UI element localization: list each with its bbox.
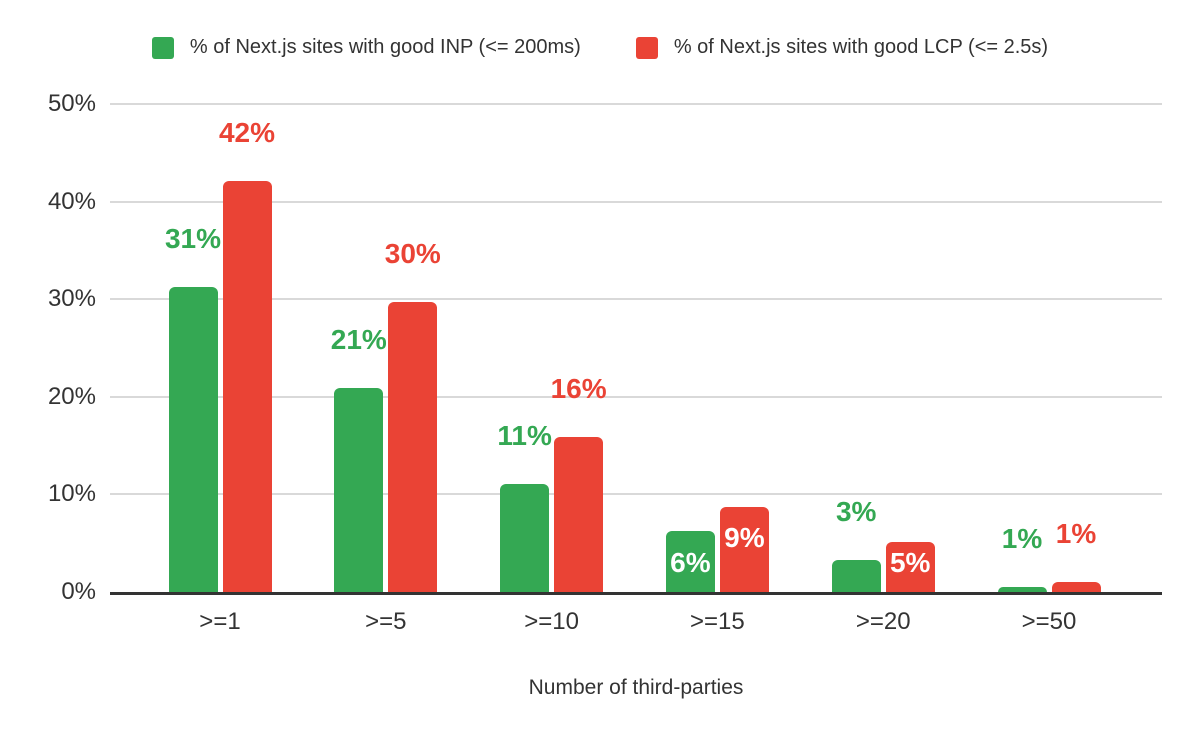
bar-value-label: 16% (550, 372, 607, 404)
bar-inp-5 (997, 587, 1047, 592)
bar-inp-2 (500, 483, 550, 592)
x-tick-label: >=50 (1021, 608, 1077, 635)
x-axis-line (110, 592, 1162, 595)
bar-lcp-0 (222, 181, 272, 592)
bar-lcp-1 (388, 302, 438, 592)
bar-inp-1 (334, 388, 384, 592)
lcp-series-swatch-icon (635, 36, 658, 59)
x-tick-label: >=20 (855, 608, 911, 635)
bar-lcp-2 (554, 436, 604, 592)
gridline (110, 395, 1162, 398)
bar-value-label: 5% (889, 547, 931, 578)
y-tick-label: 50% (47, 90, 96, 117)
y-tick-label: 30% (47, 285, 96, 313)
bar-value-label: 1% (1055, 518, 1097, 550)
gridline (110, 493, 1162, 496)
y-tick-label: 40% (47, 187, 96, 215)
legend-label-lcp: % of Next.js sites with good LCP (<= 2.5… (673, 36, 1049, 58)
x-axis-title: Number of third-parties (528, 676, 744, 699)
inp-series-swatch-icon (151, 36, 174, 59)
x-tick-label: >=10 (524, 608, 579, 635)
x-tick-label: >=1 (199, 608, 241, 635)
bar-value-label: 21% (330, 324, 387, 356)
bar-lcp-5 (1051, 582, 1101, 592)
bar-lcp-3 (719, 507, 769, 592)
gridline (110, 200, 1162, 203)
legend: % of Next.js sites with good INP (<= 200… (0, 36, 1200, 59)
bar-lcp-4 (885, 542, 935, 592)
bar-value-label: 3% (835, 495, 877, 527)
bar-value-label: 31% (164, 222, 222, 254)
bar-inp-4 (831, 559, 881, 592)
bar-value-label: 42% (218, 117, 276, 149)
gridline (110, 298, 1162, 301)
y-tick-label: 0% (61, 578, 96, 605)
x-tick-label: >=15 (690, 608, 745, 635)
y-tick-label: 20% (47, 382, 96, 410)
bar-value-label: 1% (1001, 523, 1043, 555)
bar-value-label: 9% (724, 522, 765, 554)
y-tick-label: 10% (47, 480, 96, 508)
bar-value-label: 11% (497, 419, 552, 451)
x-tick-label: >=5 (365, 608, 407, 635)
legend-item-lcp: % of Next.js sites with good LCP (<= 2.5… (635, 36, 1049, 59)
gridline (110, 103, 1162, 105)
bar-value-label: 30% (384, 238, 441, 270)
bar-inp-3 (665, 531, 715, 592)
legend-label-inp: % of Next.js sites with good INP (<= 200… (189, 36, 581, 58)
bar-value-label: 6% (670, 547, 711, 578)
legend-item-inp: % of Next.js sites with good INP (<= 200… (151, 36, 581, 59)
bar-inp-0 (168, 286, 218, 592)
